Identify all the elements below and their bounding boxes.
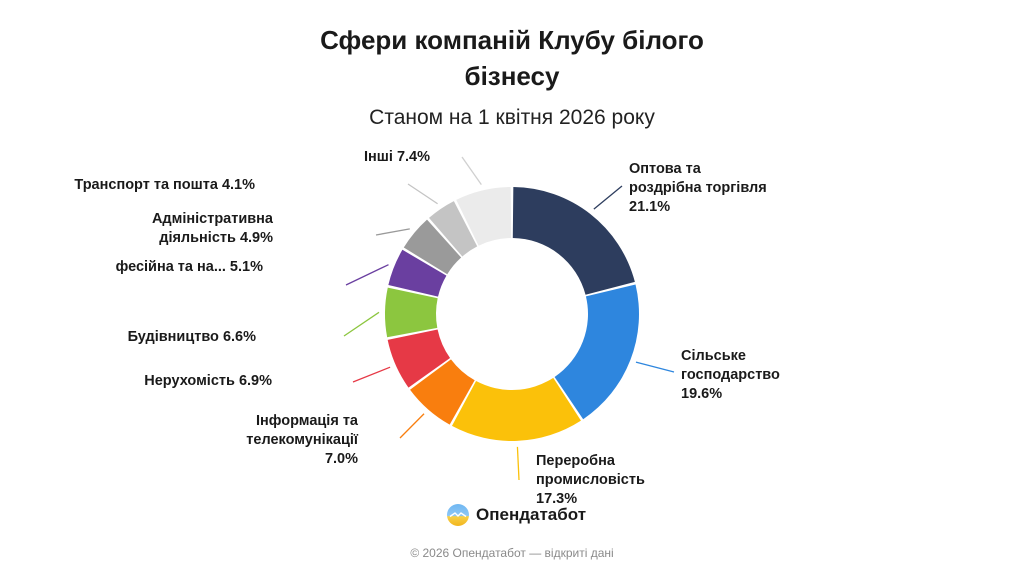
donut-slice <box>429 201 478 257</box>
donut-slice <box>387 329 451 388</box>
donut-slice <box>388 249 447 297</box>
slice-label: Нерухомість 6.9% <box>144 373 272 389</box>
slice-label: фесійна та на... 5.1% <box>115 259 263 275</box>
slice-label: Інші 7.4% <box>364 149 430 165</box>
donut-slice <box>512 187 635 295</box>
slice-label: Оптова та роздрібна торгівля 21.1% <box>629 161 767 215</box>
leader-line <box>399 413 425 439</box>
leader-line <box>461 156 482 185</box>
slice-label: Сільське господарство 19.6% <box>681 348 780 402</box>
leader-line <box>352 366 391 383</box>
donut-slice <box>554 284 639 420</box>
brand: Опендатабот <box>446 502 586 528</box>
chart-title-line-2: бізнесу <box>464 61 560 91</box>
donut-slice <box>385 287 438 338</box>
leader-line <box>375 228 410 236</box>
chart-title-line-1: Сфери компаній Клубу білого <box>320 25 704 55</box>
donut-slice <box>403 219 462 275</box>
brand-name: Опендатабот <box>476 505 587 524</box>
slice-label: Переробна промисловість 17.3% <box>536 453 645 507</box>
leader-line <box>345 264 389 286</box>
leader-line <box>343 311 380 337</box>
chart-title: Сфери компаній Клубу білого бізнесу <box>262 22 762 94</box>
slice-label: Транспорт та пошта 4.1% <box>74 177 255 193</box>
slice-label: Інформація та телекомунікації 7.0% <box>246 413 358 467</box>
footer-copyright: © 2026 Опендатабот — відкриті дані <box>410 546 614 560</box>
slice-label: Адміністративна діяльність 4.9% <box>151 211 273 246</box>
opendatabot-logo-icon <box>447 504 469 526</box>
leader-line <box>593 185 623 210</box>
leader-line <box>516 446 520 481</box>
chart-subtitle: Станом на 1 квітня 2026 року <box>369 106 655 129</box>
donut-slice <box>456 187 512 246</box>
slice-label: Будівництво 6.6% <box>127 329 256 345</box>
donut-slice <box>410 359 475 425</box>
donut-slice <box>451 377 581 442</box>
leader-line <box>407 183 438 205</box>
leader-line <box>635 361 675 373</box>
